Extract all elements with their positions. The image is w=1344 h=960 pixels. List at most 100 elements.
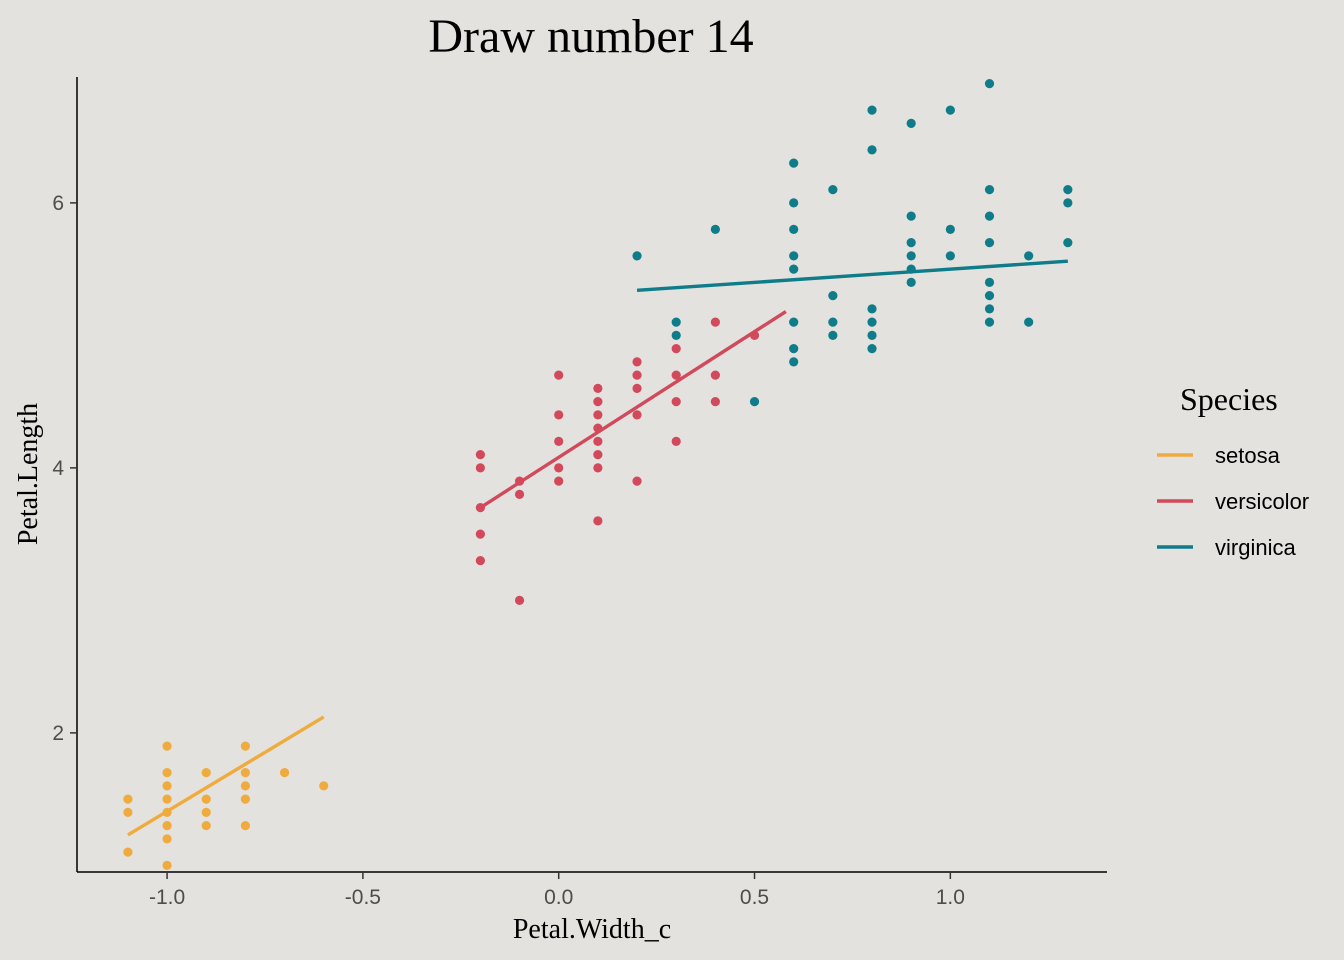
y-tick-label: 2 <box>52 722 64 745</box>
data-point-virginica <box>984 291 995 301</box>
data-point-setosa <box>123 807 133 817</box>
data-point-versicolor <box>593 463 603 473</box>
data-point-setosa <box>162 768 172 778</box>
data-point-virginica <box>1024 317 1034 327</box>
y-tick-label: 6 <box>52 192 64 215</box>
data-point-virginica <box>789 224 799 234</box>
points-layer <box>123 79 1073 870</box>
legend-items: setosa versicolor virginica <box>1157 443 1309 560</box>
data-point-virginica <box>789 251 799 261</box>
data-point-virginica <box>789 344 799 354</box>
chart-title: Draw number 14 <box>428 10 753 63</box>
data-point-versicolor <box>632 410 642 420</box>
data-point-virginica <box>906 238 916 248</box>
data-point-setosa <box>162 834 172 844</box>
data-point-versicolor <box>475 556 485 566</box>
data-point-virginica <box>789 317 799 327</box>
data-point-versicolor <box>593 383 603 393</box>
legend-label-virginica: virginica <box>1215 535 1296 560</box>
data-point-versicolor <box>554 463 564 473</box>
x-tick-label: -0.5 <box>345 886 381 909</box>
data-point-virginica <box>867 145 877 155</box>
fit-lines <box>127 259 1068 837</box>
data-point-virginica <box>749 397 760 407</box>
data-point-versicolor <box>475 463 485 473</box>
fit-line-setosa <box>127 715 325 837</box>
data-point-virginica <box>867 105 877 115</box>
data-point-versicolor <box>632 357 642 367</box>
data-point-setosa <box>319 781 329 791</box>
data-point-setosa <box>240 821 251 831</box>
data-point-versicolor <box>632 370 642 380</box>
data-point-setosa <box>201 821 211 831</box>
data-point-virginica <box>632 251 642 261</box>
legend-label-versicolor: versicolor <box>1215 489 1309 514</box>
data-point-virginica <box>984 185 995 195</box>
x-tick-label: -1.0 <box>149 886 185 909</box>
data-point-virginica <box>906 211 916 221</box>
data-point-virginica <box>984 79 995 89</box>
data-point-versicolor <box>514 489 525 499</box>
data-point-virginica <box>828 330 838 340</box>
x-tick-label: 0.5 <box>740 886 769 909</box>
data-point-versicolor <box>710 397 720 407</box>
y-ticks: 2 4 6 <box>52 192 77 745</box>
data-point-virginica <box>828 317 838 327</box>
data-point-versicolor <box>671 436 681 446</box>
data-point-versicolor <box>554 410 564 420</box>
plot-area: -1.0 -0.5 0.0 0.5 1.0 2 4 6 <box>52 77 1107 909</box>
data-point-versicolor <box>475 529 485 539</box>
data-point-versicolor <box>593 516 603 526</box>
data-point-versicolor <box>554 476 564 486</box>
data-point-setosa <box>201 807 211 817</box>
data-point-versicolor <box>671 344 681 354</box>
data-point-setosa <box>162 860 172 870</box>
data-point-setosa <box>201 794 211 804</box>
data-point-setosa <box>162 781 172 791</box>
data-point-setosa <box>123 794 133 804</box>
data-point-virginica <box>1063 238 1073 248</box>
data-point-virginica <box>906 118 916 128</box>
data-point-virginica <box>789 198 799 208</box>
data-point-versicolor <box>671 397 681 407</box>
x-tick-label: 1.0 <box>936 886 965 909</box>
fit-line-versicolor <box>479 310 787 510</box>
data-point-virginica <box>671 317 681 327</box>
data-point-setosa <box>162 741 172 751</box>
data-point-virginica <box>945 224 955 234</box>
data-point-versicolor <box>671 370 681 380</box>
data-point-virginica <box>984 304 995 314</box>
data-point-versicolor <box>593 410 603 420</box>
legend-title: Species <box>1180 381 1278 417</box>
data-point-virginica <box>984 277 995 287</box>
data-point-versicolor <box>632 383 642 393</box>
data-point-virginica <box>906 251 916 261</box>
data-point-virginica <box>710 224 720 234</box>
data-point-setosa <box>123 847 133 857</box>
x-axis-title: Petal.Width_c <box>513 914 671 945</box>
legend-label-setosa: setosa <box>1215 443 1281 468</box>
data-point-setosa <box>240 741 251 751</box>
data-point-virginica <box>867 330 877 340</box>
data-point-setosa <box>162 821 172 831</box>
y-axis-title: Petal.Length <box>13 403 44 545</box>
fit-line-virginica <box>636 259 1068 293</box>
data-point-virginica <box>1063 185 1073 195</box>
data-point-virginica <box>1063 198 1073 208</box>
data-point-versicolor <box>593 436 603 446</box>
data-point-setosa <box>279 768 290 778</box>
data-point-virginica <box>828 291 838 301</box>
data-point-virginica <box>945 251 955 261</box>
data-point-setosa <box>162 794 172 804</box>
data-point-versicolor <box>554 436 564 446</box>
data-point-versicolor <box>710 317 720 327</box>
data-point-setosa <box>201 768 211 778</box>
data-point-setosa <box>240 768 251 778</box>
data-point-virginica <box>828 185 838 195</box>
data-point-virginica <box>1024 251 1034 261</box>
x-tick-label: 0.0 <box>544 886 573 909</box>
data-point-virginica <box>945 105 955 115</box>
y-tick-label: 4 <box>52 457 64 480</box>
data-point-virginica <box>789 357 799 367</box>
